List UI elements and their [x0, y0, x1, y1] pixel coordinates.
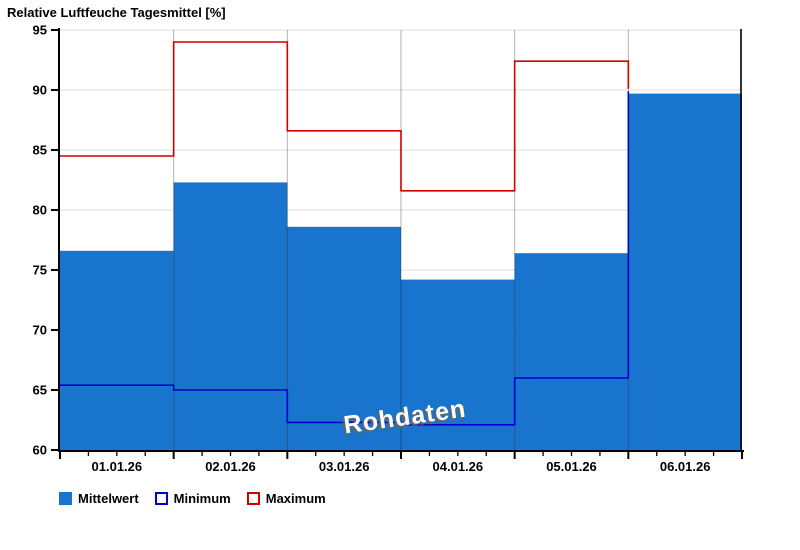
- x-tick-label: 05.01.26: [546, 459, 597, 474]
- legend-item-minimum: Minimum: [154, 491, 231, 506]
- x-tick-label: 06.01.26: [660, 459, 711, 474]
- x-tick-label: 01.01.26: [92, 459, 143, 474]
- y-tick-label: 75: [33, 263, 47, 278]
- chart-legend: Mittelwert Minimum Maximum: [59, 491, 326, 506]
- minimum-step-line: [60, 91, 630, 426]
- legend-swatch-outline-red-icon: [246, 492, 260, 505]
- mean-bar: [401, 279, 515, 450]
- x-tick-label: 04.01.26: [433, 459, 484, 474]
- legend-label: Mittelwert: [78, 491, 139, 506]
- mean-bar: [514, 253, 629, 450]
- legend-label: Minimum: [173, 491, 231, 506]
- y-tick-label: 65: [33, 383, 47, 398]
- x-tick-label: 03.01.26: [319, 459, 370, 474]
- maximum-step-line: [60, 41, 630, 192]
- y-tick-label: 90: [33, 83, 47, 98]
- y-tick-label: 85: [33, 143, 47, 158]
- legend-item-mittelwert: Mittelwert: [59, 491, 139, 506]
- x-tick-label: 02.01.26: [205, 459, 256, 474]
- y-tick-label: 95: [33, 23, 47, 38]
- mean-bar: [287, 226, 401, 450]
- legend-swatch-filled-icon: [59, 492, 72, 505]
- y-tick-label: 60: [33, 443, 47, 458]
- y-tick-label: 80: [33, 203, 47, 218]
- legend-item-maximum: Maximum: [246, 491, 326, 506]
- y-tick-label: 70: [33, 323, 47, 338]
- chart-title: Relative Luftfeuche Tagesmittel [%]: [7, 5, 226, 20]
- mean-bar: [628, 93, 742, 450]
- legend-label: Maximum: [265, 491, 326, 506]
- mean-bar: [173, 182, 288, 450]
- mean-bar: [60, 250, 174, 450]
- legend-swatch-outline-blue-icon: [154, 492, 168, 505]
